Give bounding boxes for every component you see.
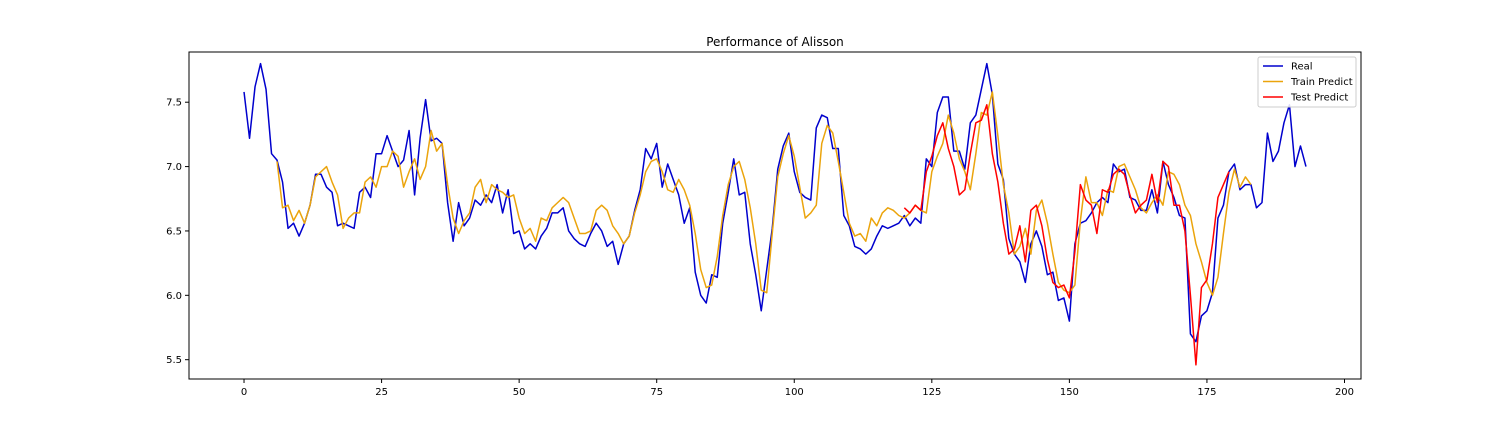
x-tick-label: 175 (1197, 387, 1216, 398)
x-tick-label: 100 (785, 387, 804, 398)
x-axis: 0 25 50 75 100 125 150 175 200 (241, 379, 1354, 398)
y-tick-label: 7.5 (166, 98, 182, 109)
y-axis: 5.5 6.0 6.5 7.0 7.5 (166, 98, 189, 366)
plot-lines (243, 62, 1307, 366)
x-tick-label: 25 (375, 387, 388, 398)
x-tick-label: 50 (513, 387, 526, 398)
legend-box (1257, 56, 1357, 108)
series-line-test-predict (903, 104, 1230, 366)
x-tick-label: 200 (1335, 387, 1354, 398)
x-tick-label: 150 (1060, 387, 1079, 398)
y-tick-label: 7.0 (166, 162, 182, 173)
x-tick-label: 125 (922, 387, 941, 398)
x-tick-label: 75 (650, 387, 663, 398)
legend-label-real: Real (1291, 62, 1313, 73)
plot-frame (188, 51, 1362, 380)
x-tick-label: 0 (241, 387, 247, 398)
y-tick-label: 6.0 (166, 291, 182, 302)
chart-title: Performance of Alisson (706, 35, 844, 49)
legend: Real Train Predict Test Predict (1257, 56, 1357, 108)
y-tick-label: 5.5 (166, 355, 182, 366)
y-tick-label: 6.5 (166, 226, 182, 237)
legend-label-train-predict: Train Predict (1290, 77, 1353, 88)
legend-label-test-predict: Test Predict (1290, 93, 1348, 104)
series-line-train-predict (276, 91, 1252, 297)
